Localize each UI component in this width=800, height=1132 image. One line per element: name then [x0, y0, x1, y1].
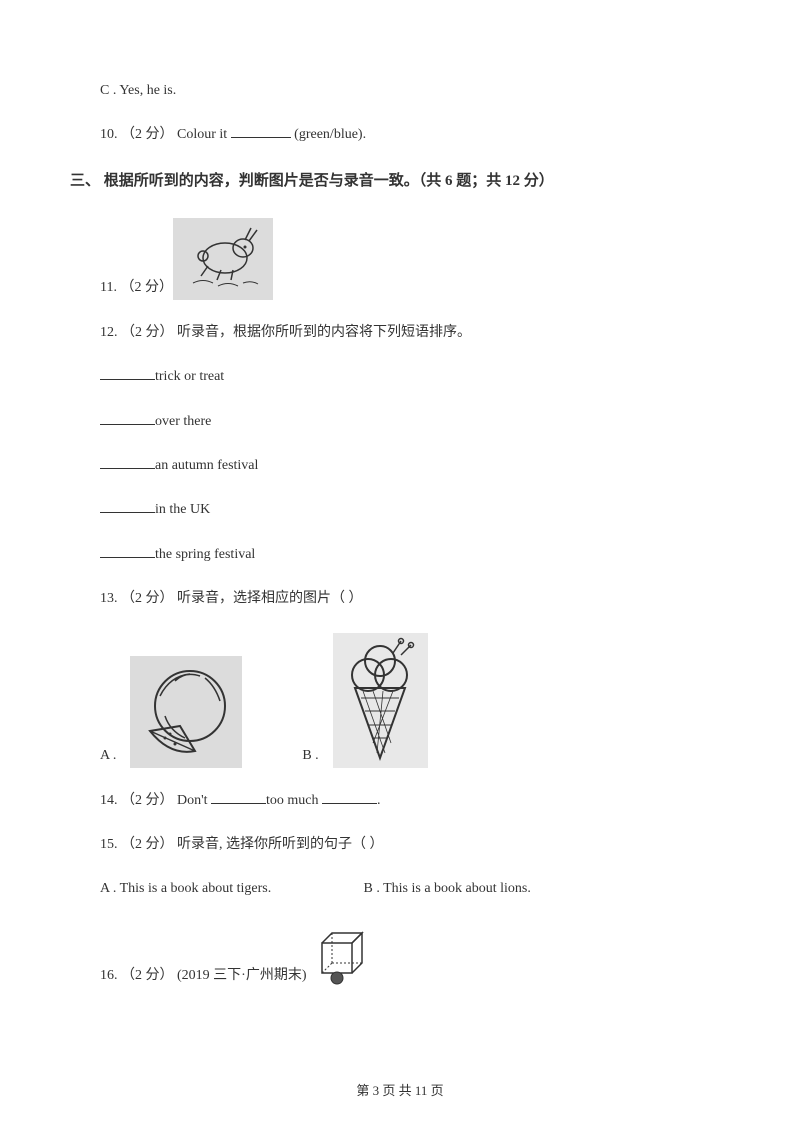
- q12-blank-2[interactable]: [100, 411, 155, 425]
- q14-mid: too much: [266, 793, 322, 808]
- q12-text-3: an autumn festival: [155, 458, 258, 473]
- question-15: 15. （2 分） 听录音, 选择你所听到的句子（ ）: [100, 834, 730, 856]
- q12-item-1: trick or treat: [100, 366, 730, 388]
- icecream-image: [333, 633, 428, 768]
- q10-prefix: 10. （2 分） Colour it: [100, 127, 231, 142]
- q12-text-5: the spring festival: [155, 547, 255, 562]
- rabbit-image: [173, 218, 273, 300]
- option-c-text: C . Yes, he is.: [100, 83, 176, 98]
- q12-item-3: an autumn festival: [100, 455, 730, 477]
- q12-item-4: in the UK: [100, 499, 730, 521]
- q12-blank-4[interactable]: [100, 499, 155, 513]
- q12-item-5: the spring festival: [100, 544, 730, 566]
- q12-blank-5[interactable]: [100, 544, 155, 558]
- q14-suffix: .: [377, 793, 381, 808]
- watermelon-image: [130, 656, 242, 768]
- section-3-text: 三、 根据所听到的内容，判断图片是否与录音一致。（共 6 题；共 12 分）: [70, 173, 554, 189]
- question-14: 14. （2 分） Don't too much .: [100, 790, 730, 812]
- q10-suffix: (green/blue).: [291, 127, 366, 142]
- q13-images: A . B .: [100, 633, 730, 768]
- cube-with-ball-image: [307, 923, 375, 988]
- q12-label: 12. （2 分） 听录音，根据你所听到的内容将下列短语排序。: [100, 325, 471, 340]
- question-13: 13. （2 分） 听录音，选择相应的图片（ ）: [100, 588, 730, 610]
- q10-blank[interactable]: [231, 124, 291, 138]
- q12-text-4: in the UK: [155, 502, 210, 517]
- q13-choice-a[interactable]: A .: [100, 745, 116, 767]
- question-16: 16. （2 分） (2019 三下·广州期末): [100, 923, 730, 988]
- q12-text-2: over there: [155, 414, 211, 429]
- q12-blank-1[interactable]: [100, 366, 155, 380]
- q14-prefix: 14. （2 分） Don't: [100, 793, 211, 808]
- q15-label: 15. （2 分） 听录音, 选择你所听到的句子（ ）: [100, 837, 384, 852]
- q12-text-1: trick or treat: [155, 369, 224, 384]
- question-10: 10. （2 分） Colour it (green/blue).: [100, 124, 730, 146]
- footer-text: 第 3 页 共 11 页: [356, 1083, 443, 1098]
- q12-blank-3[interactable]: [100, 455, 155, 469]
- q11-label: 11. （2 分）: [100, 277, 173, 299]
- q15-option-b[interactable]: B . This is a book about lions.: [364, 881, 531, 896]
- q15-options: A . This is a book about tigers. B . Thi…: [100, 878, 730, 900]
- question-11: 11. （2 分）: [100, 218, 730, 300]
- q15-option-a[interactable]: A . This is a book about tigers.: [100, 878, 360, 900]
- q14-blank-2[interactable]: [322, 790, 377, 804]
- section-3-heading: 三、 根据所听到的内容，判断图片是否与录音一致。（共 6 题；共 12 分）: [70, 169, 730, 193]
- question-12: 12. （2 分） 听录音，根据你所听到的内容将下列短语排序。: [100, 322, 730, 344]
- q14-blank-1[interactable]: [211, 790, 266, 804]
- q13-label: 13. （2 分） 听录音，选择相应的图片（ ）: [100, 591, 363, 606]
- q12-item-2: over there: [100, 411, 730, 433]
- page-footer: 第 3 页 共 11 页: [0, 1081, 800, 1102]
- q13-choice-b[interactable]: B .: [302, 745, 318, 767]
- q16-label: 16. （2 分） (2019 三下·广州期末): [100, 965, 307, 987]
- option-c-line: C . Yes, he is.: [100, 80, 730, 102]
